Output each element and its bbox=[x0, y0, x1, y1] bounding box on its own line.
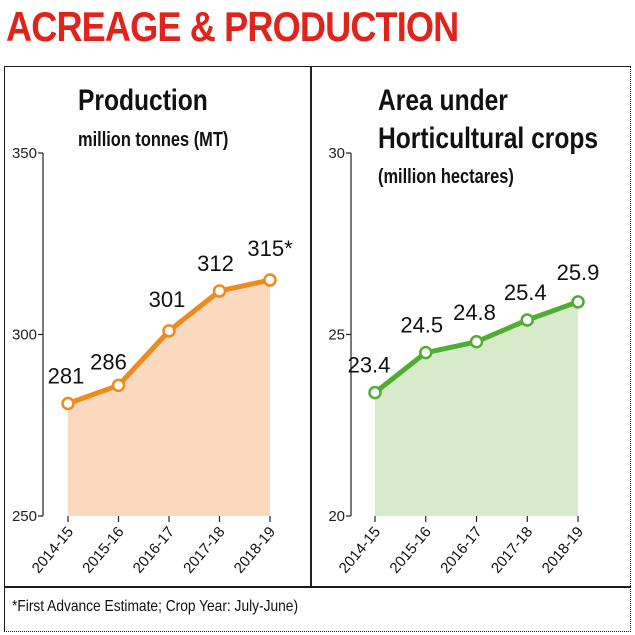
production-data-label: 301 bbox=[149, 287, 186, 312]
production-area-fill bbox=[68, 280, 270, 516]
production-y-tick-label: 350 bbox=[12, 145, 37, 162]
chart-frame bbox=[4, 66, 631, 632]
production-data-label: 312 bbox=[197, 251, 234, 276]
area-y-tick-label: 30 bbox=[328, 145, 345, 162]
area-data-point bbox=[469, 335, 484, 349]
area-data-label: 25.9 bbox=[557, 260, 600, 285]
area-title-line-1: Area under bbox=[378, 84, 508, 117]
production-data-point bbox=[61, 396, 75, 411]
area-x-tick-label: 2017-18 bbox=[488, 524, 536, 577]
area-title-line-2: Horticultural crops bbox=[378, 122, 599, 155]
area-data-label: 24.8 bbox=[453, 300, 496, 325]
area-data-label: 25.4 bbox=[504, 280, 547, 305]
production-y-tick-label: 250 bbox=[12, 508, 37, 525]
area-data-label: 24.5 bbox=[400, 313, 443, 338]
production-title: Production bbox=[78, 84, 208, 117]
production-data-point bbox=[212, 284, 227, 298]
main-title: ACREAGE & PRODUCTION bbox=[6, 3, 459, 50]
production-data-label: 281 bbox=[48, 363, 85, 388]
footnote: *First Advance Estimate; Crop Year: July… bbox=[12, 598, 299, 615]
panel-divider bbox=[310, 66, 312, 586]
production-subtitle: million tonnes (MT) bbox=[78, 129, 229, 151]
area-x-tick-label: 2016-17 bbox=[437, 524, 485, 577]
area-x-tick-label: 2015-16 bbox=[386, 524, 434, 577]
production-data-point bbox=[111, 378, 126, 393]
area-y-tick-label: 20 bbox=[328, 508, 345, 525]
area-y-tick-label: 25 bbox=[328, 327, 345, 344]
production-data-label: 286 bbox=[90, 349, 127, 374]
area-data-point bbox=[520, 313, 534, 327]
area-subtitle: (million hectares) bbox=[378, 166, 514, 188]
area-data-point bbox=[571, 295, 585, 309]
area-data-label: 23.4 bbox=[348, 353, 391, 378]
production-data-point bbox=[263, 273, 277, 287]
production-data-point bbox=[162, 324, 176, 338]
production-y-tick-label: 300 bbox=[12, 327, 37, 344]
production-data-label: 315* bbox=[247, 236, 293, 261]
area-data-point bbox=[419, 345, 433, 360]
footnote-divider bbox=[4, 586, 631, 588]
area-x-tick-label: 2018-19 bbox=[539, 524, 587, 577]
area-x-tick-label: 2014-15 bbox=[336, 524, 384, 577]
area-data-point bbox=[368, 385, 382, 400]
